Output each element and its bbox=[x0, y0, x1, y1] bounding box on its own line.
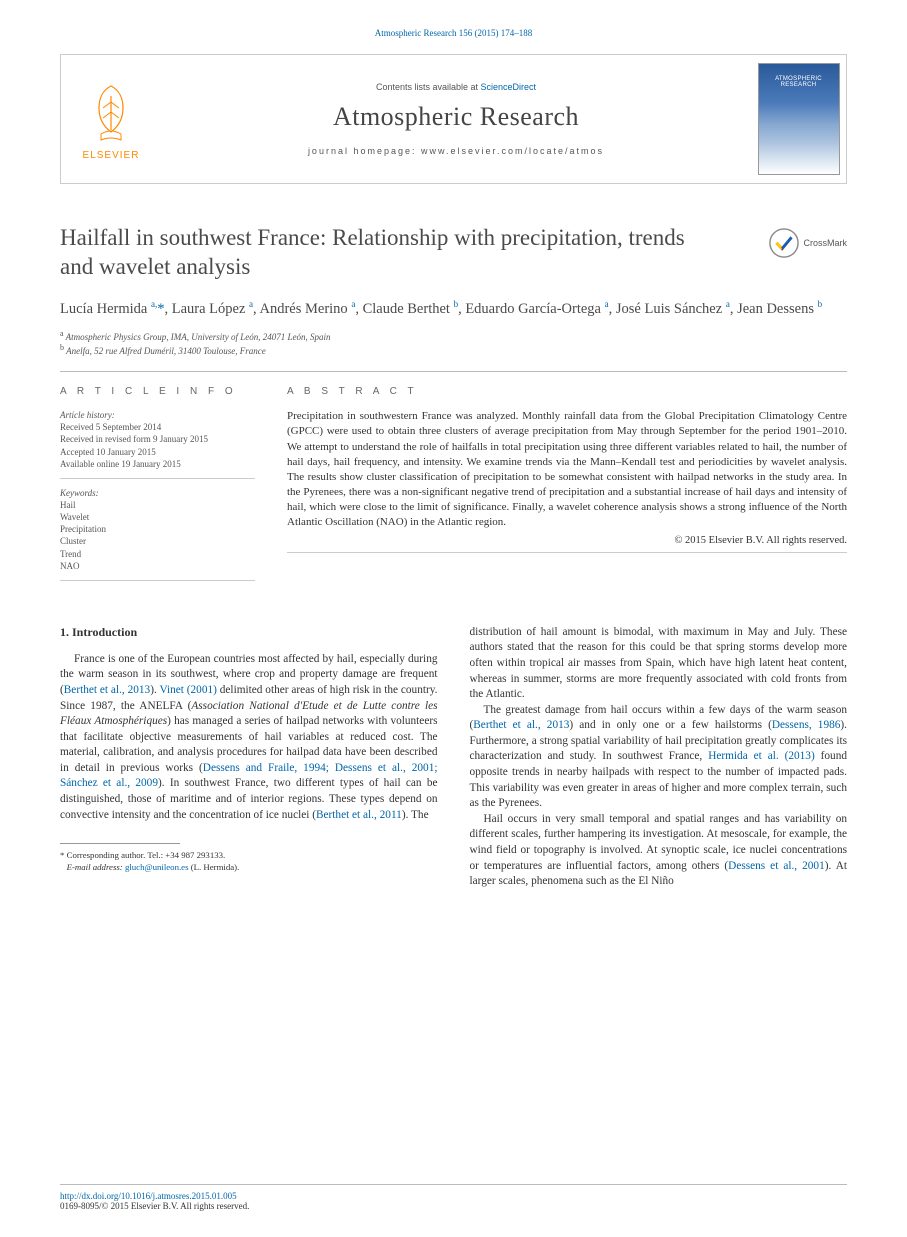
ref-berthet-2011[interactable]: Berthet et al., 2011 bbox=[316, 809, 402, 821]
journal-homepage: journal homepage: www.elsevier.com/locat… bbox=[308, 146, 604, 156]
affiliations: a Atmospheric Physics Group, IMA, Univer… bbox=[60, 329, 847, 357]
corresponding-author: * Corresponding author. Tel.: +34 987 29… bbox=[60, 850, 438, 862]
title-block: Hailfall in southwest France: Relationsh… bbox=[60, 224, 847, 282]
email-link[interactable]: gluch@unileon.es bbox=[125, 862, 189, 872]
contents-available: Contents lists available at ScienceDirec… bbox=[376, 82, 536, 92]
article-title: Hailfall in southwest France: Relationsh… bbox=[60, 224, 700, 282]
body-right-text: distribution of hail amount is bimodal, … bbox=[470, 625, 848, 890]
abstract-copyright: © 2015 Elsevier B.V. All rights reserved… bbox=[287, 535, 847, 546]
sciencedirect-link[interactable]: ScienceDirect bbox=[481, 82, 537, 92]
crossmark-label: CrossMark bbox=[803, 238, 847, 248]
ref-hermida-2013[interactable]: Hermida et al. (2013) bbox=[708, 750, 815, 762]
issn-copyright: 0169-8095/© 2015 Elsevier B.V. All right… bbox=[60, 1201, 847, 1211]
abstract-heading: A B S T R A C T bbox=[287, 386, 847, 397]
crossmark-badge[interactable]: CrossMark bbox=[769, 228, 847, 258]
doi-link[interactable]: http://dx.doi.org/10.1016/j.atmosres.201… bbox=[60, 1191, 237, 1201]
publisher-logo: ELSEVIER bbox=[61, 55, 161, 183]
section-1-title: 1. Introduction bbox=[60, 625, 438, 640]
ref-berthet-2013[interactable]: Berthet et al., 2013 bbox=[64, 684, 150, 696]
ref-vinet-2001[interactable]: Vinet (2001) bbox=[159, 684, 216, 696]
abstract-text: Precipitation in southwestern France was… bbox=[287, 409, 847, 530]
footnote-separator bbox=[60, 843, 180, 844]
abstract-bottom-rule bbox=[287, 552, 847, 553]
journal-cover-image: ATMOSPHERIC RESEARCH bbox=[758, 63, 840, 175]
masthead: ELSEVIER Contents lists available at Sci… bbox=[60, 54, 847, 184]
affiliation-b: b Anelfa, 52 rue Alfred Duméril, 31400 T… bbox=[60, 343, 847, 357]
journal-name: Atmospheric Research bbox=[333, 102, 579, 132]
article-info-column: A R T I C L E I N F O Article history: R… bbox=[60, 372, 255, 589]
bottom-bar: http://dx.doi.org/10.1016/j.atmosres.201… bbox=[60, 1184, 847, 1211]
running-head-text: Atmospheric Research 156 (2015) 174–188 bbox=[375, 28, 532, 38]
affiliation-a: a Atmospheric Physics Group, IMA, Univer… bbox=[60, 329, 847, 343]
article-history: Article history: Received 5 September 20… bbox=[60, 409, 255, 479]
body-columns: 1. Introduction France is one of the Eur… bbox=[60, 625, 847, 890]
publisher-name: ELSEVIER bbox=[83, 150, 140, 161]
author-list: Lucía Hermida a,*, Laura López a, Andrés… bbox=[60, 298, 847, 319]
ref-berthet-2013b[interactable]: Berthet et al., 2013 bbox=[473, 719, 569, 731]
body-right-column: distribution of hail amount is bimodal, … bbox=[470, 625, 848, 890]
article-info-heading: A R T I C L E I N F O bbox=[60, 386, 255, 397]
masthead-center: Contents lists available at ScienceDirec… bbox=[161, 55, 751, 183]
journal-cover-thumb: ATMOSPHERIC RESEARCH bbox=[751, 55, 846, 183]
ref-dessens-1986[interactable]: Dessens, 1986 bbox=[772, 719, 841, 731]
body-left-text: France is one of the European countries … bbox=[60, 652, 438, 823]
keywords-block: Keywords: Hail Wavelet Precipitation Clu… bbox=[60, 487, 255, 581]
abstract-column: A B S T R A C T Precipitation in southwe… bbox=[287, 372, 847, 589]
ref-dessens-2001[interactable]: Dessens et al., 2001 bbox=[728, 860, 825, 872]
info-abstract-row: A R T I C L E I N F O Article history: R… bbox=[60, 372, 847, 589]
footnotes: * Corresponding author. Tel.: +34 987 29… bbox=[60, 850, 438, 874]
running-head: Atmospheric Research 156 (2015) 174–188 bbox=[0, 0, 907, 38]
body-left-column: 1. Introduction France is one of the Eur… bbox=[60, 625, 438, 890]
elsevier-tree-icon bbox=[80, 78, 142, 148]
crossmark-icon bbox=[769, 228, 799, 258]
corresponding-email: E-mail address: gluch@unileon.es (L. Her… bbox=[60, 862, 438, 874]
journal-homepage-url[interactable]: www.elsevier.com/locate/atmos bbox=[421, 146, 604, 156]
